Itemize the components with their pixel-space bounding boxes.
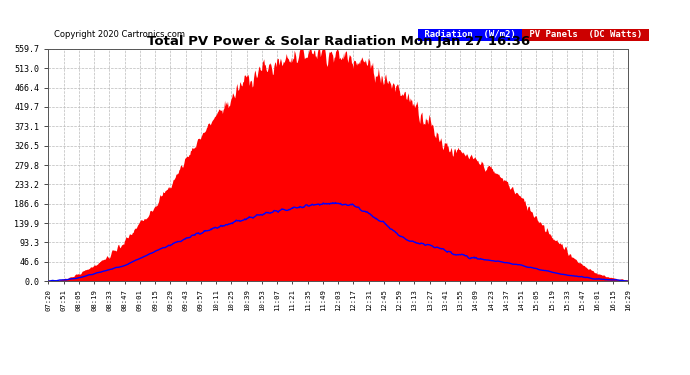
Text: Copyright 2020 Cartronics.com: Copyright 2020 Cartronics.com bbox=[54, 30, 185, 39]
Text: Radiation  (W/m2): Radiation (W/m2) bbox=[420, 30, 522, 39]
Text: PV Panels  (DC Watts): PV Panels (DC Watts) bbox=[524, 30, 647, 39]
Title: Total PV Power & Solar Radiation Mon Jan 27 16:36: Total PV Power & Solar Radiation Mon Jan… bbox=[146, 34, 530, 48]
